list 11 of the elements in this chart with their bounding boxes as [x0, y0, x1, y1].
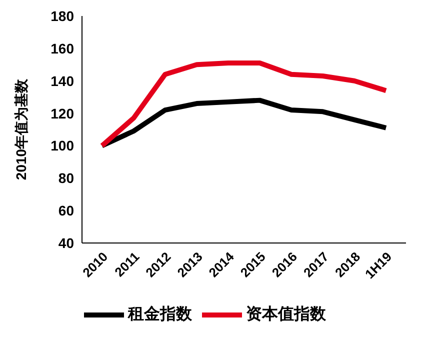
y-tick-label: 80 — [58, 170, 74, 186]
legend-label: 租金指数 — [128, 306, 192, 324]
legend-label: 资本值指数 — [246, 306, 326, 324]
y-tick-label: 180 — [50, 8, 74, 24]
y-tick-label: 40 — [58, 234, 74, 251]
y-tick-label: 120 — [50, 105, 74, 122]
y-tick-label: 100 — [50, 138, 74, 154]
y-tick-label: 140 — [50, 72, 74, 89]
y-tick-label: 60 — [58, 202, 74, 219]
y-axis-title: 2010年值为基数 — [12, 78, 29, 180]
y-tick-label: 160 — [50, 40, 74, 56]
